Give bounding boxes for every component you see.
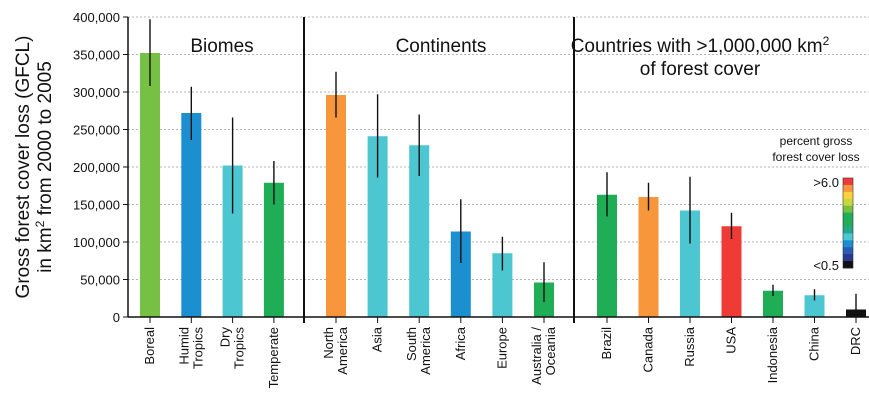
category-label: America — [418, 326, 433, 374]
y-tick-label: 150,000 — [73, 198, 120, 213]
bar — [721, 226, 742, 317]
y-tick-label: 400,000 — [73, 10, 120, 25]
grid-lines — [128, 16, 869, 280]
category-label: Canada — [641, 326, 656, 372]
legend-swatch — [843, 247, 853, 255]
bar — [181, 113, 202, 317]
category-label: Asia — [370, 326, 385, 352]
bar — [597, 194, 617, 317]
panel-title: Biomes — [190, 36, 253, 57]
panel-titles: Biomes Continents Countries with >1,000,00… — [190, 34, 829, 80]
y-tick-label: 100,000 — [73, 235, 120, 250]
bar — [804, 295, 825, 317]
legend-swatch — [843, 178, 853, 186]
y-tick-label: 50,000 — [80, 273, 120, 288]
category-labels: Boreal Humid Tropics Dry Tropics Temperate Nor… — [142, 326, 863, 388]
y-tick-label: 200,000 — [73, 160, 120, 175]
legend-swatch — [843, 254, 853, 262]
bar — [367, 136, 388, 317]
category-label: Africa — [453, 326, 468, 360]
bar — [763, 290, 783, 317]
plot-frame — [127, 17, 869, 323]
panel-title: Continents — [396, 36, 487, 57]
category-label: Tropics — [190, 327, 205, 370]
category-label: Europe — [494, 327, 509, 369]
legend-swatch — [843, 184, 853, 193]
y-tick-label: 300,000 — [73, 85, 120, 100]
legend-swatch — [843, 261, 853, 269]
bar — [140, 53, 160, 317]
category-label: Brazil — [599, 327, 614, 360]
y-axis-label-line2: in km2 from 2000 to 2005 — [33, 61, 56, 273]
legend-top-label: >6.0 — [813, 175, 839, 190]
legend-swatch — [843, 240, 853, 248]
y-axis-label-line1: Gross forest cover loss (GFCL) — [13, 36, 34, 299]
category-label: North — [321, 327, 336, 359]
category-label: Oceania — [543, 326, 558, 375]
y-tick-label: 350,000 — [73, 48, 120, 63]
bar — [222, 165, 243, 317]
category-label: Temperate — [266, 327, 281, 388]
bar — [492, 253, 513, 317]
legend-swatch — [843, 205, 853, 214]
category-label: South — [404, 327, 419, 361]
y-tick-label: 250,000 — [73, 123, 120, 138]
legend-border — [842, 177, 854, 269]
category-label: Tropics — [232, 327, 247, 370]
bar — [450, 231, 471, 317]
bar — [680, 210, 700, 317]
category-label: Australia / — [529, 327, 544, 385]
category-label: DRC — [848, 327, 863, 355]
color-legend: percent gross forest cover loss >6.0 <0.5 — [772, 134, 859, 273]
y-axis-label: Gross forest cover loss (GFCL) in km2 fro… — [13, 36, 56, 299]
bars — [140, 19, 866, 317]
bar — [409, 145, 430, 317]
category-label: Humid — [176, 327, 191, 365]
legend-swatch — [843, 233, 853, 241]
category-label: Indonesia — [765, 326, 780, 383]
category-label: America — [335, 326, 350, 374]
category-label: USA — [724, 327, 739, 354]
category-label: Boreal — [142, 327, 157, 365]
y-axis-ticks: 0 50,000 100,000 150,000 200,000 250,000 300,0… — [73, 10, 128, 325]
category-label: China — [807, 326, 822, 361]
legend-title: forest cover loss — [772, 150, 859, 164]
legend-swatch — [843, 219, 853, 227]
panel-title: of forest cover — [640, 59, 761, 80]
bar — [638, 197, 659, 317]
category-label: Dry — [218, 327, 233, 348]
legend-title: percent gross — [780, 134, 853, 148]
category-label: Russia — [682, 326, 697, 367]
panel-title: Countries with >1,000,000 km2 — [571, 34, 830, 57]
bar — [326, 95, 346, 317]
legend-swatch — [843, 198, 853, 207]
legend-swatch — [843, 212, 853, 220]
y-tick-label: 0 — [113, 310, 120, 325]
bar — [263, 182, 284, 317]
legend-swatch — [843, 226, 853, 234]
legend-swatch — [843, 191, 853, 200]
legend-bottom-label: <0.5 — [813, 258, 839, 273]
